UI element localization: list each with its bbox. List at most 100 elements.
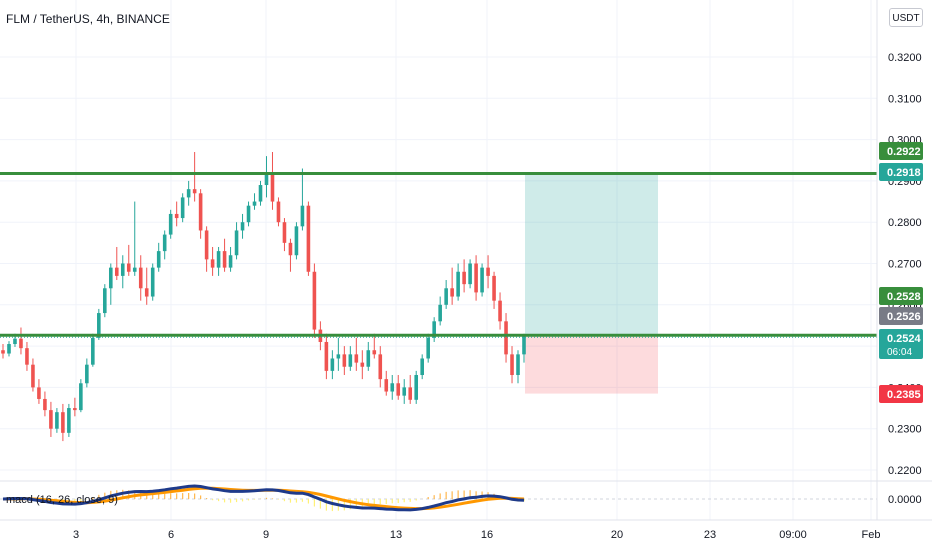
stop-zone[interactable] — [525, 336, 658, 394]
candle-body — [156, 251, 161, 268]
candle-body — [150, 267, 155, 297]
candle-body — [288, 242, 293, 256]
y-tick-label: 0.2800 — [888, 217, 922, 229]
candle-body — [216, 251, 221, 268]
candle-body — [444, 288, 448, 305]
candle-body — [97, 313, 101, 338]
currency-button[interactable]: USDT — [889, 8, 923, 27]
candle-body — [168, 213, 173, 235]
candle-body — [103, 288, 107, 314]
time-axis[interactable]: 3 6 9 13 16 20 23 09:00 Feb — [0, 519, 932, 541]
candle-body — [258, 185, 263, 202]
candle-body — [49, 410, 53, 429]
candle-body — [300, 205, 305, 227]
price-tag-label: 0.2526 — [887, 311, 921, 323]
candlestick-series — [1, 151, 526, 442]
candle-body — [252, 201, 257, 206]
candle-body — [43, 398, 47, 411]
y-tick-label: 0.3100 — [888, 93, 922, 105]
candle-body — [408, 387, 413, 400]
candle-body — [264, 172, 269, 186]
macd-line — [2, 484, 525, 512]
candle-body — [108, 267, 113, 289]
candle-body — [414, 375, 419, 400]
candle-body — [330, 358, 335, 371]
candle-body — [7, 344, 11, 354]
y-tick-label: 0.2300 — [888, 424, 922, 436]
candle-body — [438, 304, 442, 322]
candle-body — [474, 263, 478, 293]
x-tick-label: 6 — [168, 529, 174, 541]
candle-body — [396, 383, 401, 396]
candle-body — [390, 383, 395, 392]
price-tag-label: 0.2528 — [887, 291, 921, 303]
candle-body — [192, 189, 197, 194]
candle-body — [504, 321, 508, 355]
price-tag — [879, 307, 923, 325]
candle-body — [516, 354, 520, 376]
price-tag — [879, 385, 923, 403]
candle-body — [126, 263, 131, 272]
y-tick-label: 0.3200 — [888, 52, 922, 64]
candle-body — [61, 412, 65, 433]
candle-body — [25, 348, 29, 365]
macd-pane — [0, 480, 932, 512]
x-tick-label: 23 — [704, 529, 716, 541]
x-tick-label: 13 — [390, 529, 402, 541]
candle-body — [366, 350, 371, 367]
price-tag — [879, 287, 923, 305]
candle-body — [114, 267, 119, 276]
candle-body — [498, 300, 502, 322]
chart-title: FLM / TetherUS, 4h, BINANCE — [6, 12, 170, 26]
candle-body — [480, 267, 484, 293]
candle-body — [13, 338, 17, 345]
horizontal-levels[interactable] — [0, 171, 877, 338]
candle-body — [31, 364, 35, 388]
countdown-label: 06:04 — [887, 347, 912, 358]
price-axis[interactable]: 0.32000.31000.30000.29000.28000.27000.26… — [876, 0, 922, 520]
candle-body — [67, 408, 71, 433]
candle-body — [432, 321, 436, 338]
candle-body — [120, 263, 125, 276]
candle-body — [348, 354, 353, 367]
candle-body — [402, 387, 407, 396]
candle-body — [37, 387, 41, 399]
candle-body — [198, 193, 203, 231]
price-tag-label: 0.2922 — [887, 146, 921, 158]
candle-body — [324, 341, 329, 371]
grid-lines — [0, 0, 877, 520]
candle-body — [210, 259, 215, 268]
macd-zero-tick: 0.0000 — [888, 494, 922, 506]
y-tick-label: 0.2700 — [888, 259, 922, 271]
candle-body — [79, 383, 83, 411]
candle-body — [468, 263, 472, 285]
candle-body — [426, 337, 430, 359]
price-tag — [879, 163, 923, 181]
candle-body — [73, 408, 77, 411]
x-tick-label: 16 — [481, 529, 493, 541]
x-tick-label: Feb — [862, 529, 881, 541]
candle-body — [360, 362, 365, 367]
candle-body — [486, 267, 490, 276]
x-tick-label: 20 — [611, 529, 623, 541]
profit-zone[interactable] — [525, 173, 658, 337]
candle-body — [282, 222, 287, 243]
price-tags: 0.2922 0.2918 0.2528 0.2526 0.2524 06:04 0.238… — [879, 142, 923, 403]
candle-body — [384, 379, 389, 392]
candle-body — [420, 358, 424, 376]
x-tick-label: 9 — [263, 529, 269, 541]
long-position-tool[interactable] — [525, 173, 658, 394]
candle-body — [222, 251, 227, 268]
candle-body — [19, 338, 23, 349]
candle-body — [492, 275, 496, 301]
price-tag-label: 0.2918 — [887, 167, 921, 179]
candle-body — [372, 350, 377, 355]
candle-body — [138, 267, 143, 289]
candle-body — [132, 267, 137, 272]
price-tag — [879, 329, 923, 359]
candle-body — [1, 350, 5, 354]
candle-body — [276, 201, 281, 223]
candle-body — [294, 226, 299, 256]
candle-body — [162, 234, 167, 252]
